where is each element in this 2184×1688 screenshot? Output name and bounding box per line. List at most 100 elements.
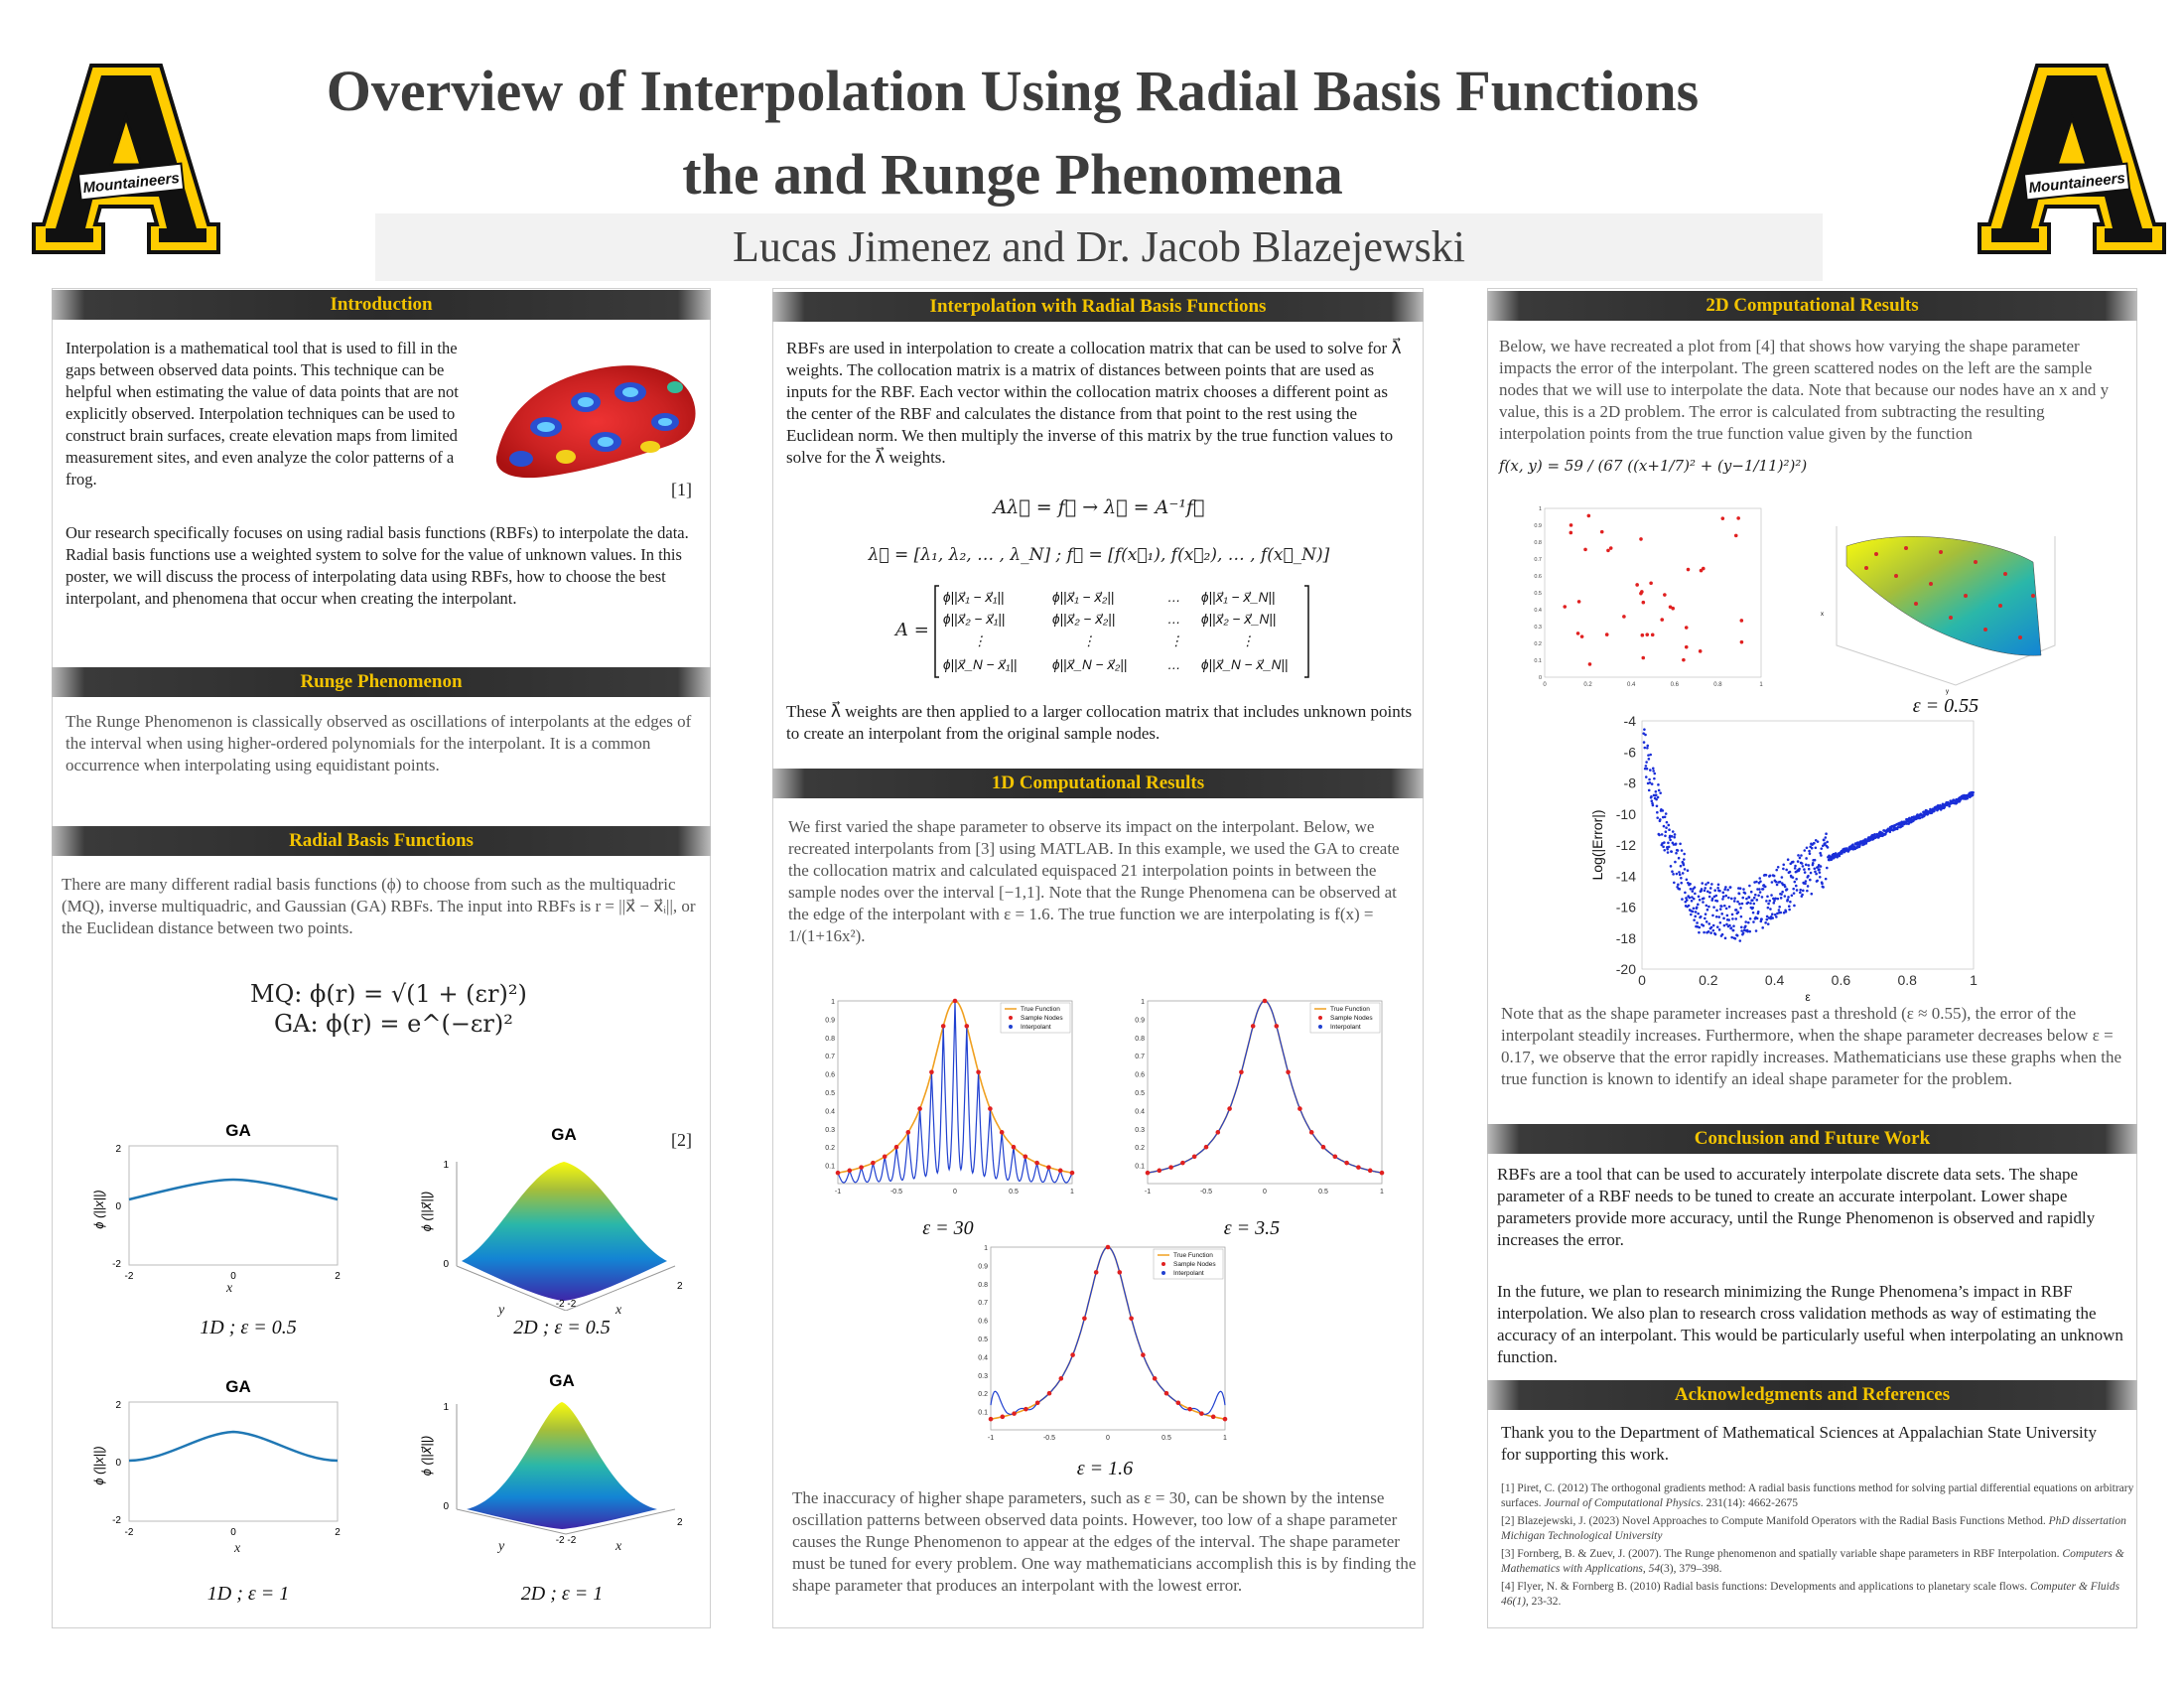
error-point — [1678, 871, 1681, 874]
error-point — [1783, 895, 1787, 898]
x-tick-label: 0 — [1106, 1435, 1110, 1442]
error-point — [1765, 917, 1769, 921]
rbf-paragraph: There are many different radial basis fu… — [62, 875, 696, 937]
error-point — [1824, 842, 1827, 845]
y-tick-label: -14 — [1616, 868, 1636, 884]
error-point — [1761, 926, 1764, 929]
ga-2d-xlabel-b: x — [615, 1539, 622, 1554]
error-point — [1778, 880, 1782, 884]
interpolant-surface-plot: x y — [1821, 526, 2056, 695]
error-point — [1746, 920, 1750, 924]
caption-2d-eps-0-5: 2D ; ε = 0.5 — [513, 1317, 611, 1338]
error-point — [1717, 915, 1721, 918]
error-point — [1780, 893, 1783, 896]
svg-text:ϕ||x⃗₁ − x⃗₁||: ϕ||x⃗₁ − x⃗₁|| — [943, 590, 1004, 605]
sample-node — [1332, 1154, 1338, 1160]
error-point — [1692, 897, 1696, 901]
error-point — [1782, 867, 1785, 871]
sample-node — [1698, 649, 1703, 653]
error-point — [1751, 899, 1754, 902]
error-point — [1972, 790, 1975, 794]
sample-node — [1180, 1160, 1185, 1166]
error-point — [1721, 898, 1724, 901]
references-list: [1] Piret, C. (2012) The orthogonal grad… — [1501, 1481, 2136, 1613]
sample-node — [1650, 633, 1655, 637]
error-point — [1650, 795, 1653, 798]
sample-node — [1286, 1069, 1291, 1075]
legend-label: True Function — [1021, 1006, 1060, 1013]
error-point — [1795, 878, 1798, 881]
error-point — [1800, 862, 1804, 865]
poster-title: Overview of Interpolation Using Radial B… — [258, 50, 1767, 216]
y-tick-label: 0.2 — [978, 1391, 988, 1398]
error-point — [1824, 877, 1828, 881]
sample-node — [1586, 513, 1591, 518]
y-tick-label: 0.6 — [825, 1072, 835, 1079]
error-point — [1669, 865, 1673, 868]
error-point — [1675, 872, 1679, 876]
sample-node — [1187, 1406, 1192, 1412]
error-point — [1675, 851, 1678, 855]
comp2d-paragraph-1: Below, we have recreated a plot from [4]… — [1499, 337, 2110, 443]
error-point — [1776, 865, 1780, 869]
error-point — [1739, 907, 1742, 910]
sample-node — [1175, 1400, 1181, 1406]
error-point — [1706, 930, 1710, 933]
caption-2d-eps-1: 2D ; ε = 1 — [520, 1583, 604, 1605]
sample-node — [1046, 1165, 1051, 1170]
error-point — [1896, 825, 1900, 829]
error-point — [1752, 902, 1756, 906]
x-tick-label: 0 — [1638, 972, 1646, 988]
sample-node — [1191, 1154, 1197, 1160]
error-point — [1671, 830, 1675, 833]
error-point — [1699, 914, 1703, 918]
sample-node — [882, 1154, 887, 1160]
sample-node — [1227, 1106, 1232, 1111]
error-point — [1772, 902, 1776, 905]
y-tick-label: 0.4 — [978, 1354, 988, 1361]
legend-swatch — [1161, 1262, 1165, 1266]
svg-text:ϕ||x⃗₁ − x⃗₂||: ϕ||x⃗₁ − x⃗₂|| — [1052, 590, 1114, 605]
error-point — [1814, 870, 1817, 874]
error-point — [1680, 881, 1684, 885]
reference-item: [3] Fornberg, B. & Zuev, J. (2007). The … — [1501, 1548, 2124, 1575]
error-point — [1722, 904, 1726, 908]
error-point — [1674, 842, 1678, 846]
error-point — [1698, 898, 1702, 902]
y-tick-label: -6 — [1624, 744, 1637, 760]
sample-node — [1606, 548, 1610, 553]
x-tick-label: 0 — [953, 1189, 957, 1196]
legend-label: True Function — [1330, 1006, 1370, 1013]
caption-eps-30: ε = 30 — [922, 1217, 974, 1239]
x-tick-label: -0.5 — [890, 1189, 902, 1196]
error-point — [1793, 880, 1797, 884]
error-point — [1789, 900, 1792, 904]
sample-node — [976, 1069, 981, 1075]
svg-text:0: 0 — [443, 1501, 449, 1512]
error-point — [1705, 920, 1708, 923]
error-point — [1825, 832, 1828, 836]
sample-node — [1576, 600, 1581, 604]
error-point — [1918, 816, 1922, 820]
error-point — [1672, 873, 1675, 876]
error-point — [1751, 906, 1755, 910]
error-point — [1702, 923, 1706, 927]
error-point — [1813, 858, 1817, 862]
error-point — [1658, 833, 1661, 837]
error-point — [1694, 911, 1698, 914]
error-point — [1655, 804, 1659, 808]
error-point — [1654, 793, 1658, 796]
error-point — [1806, 889, 1809, 893]
error-point — [1710, 897, 1714, 901]
error-point — [1742, 888, 1745, 891]
error-point — [1933, 809, 1936, 812]
error-point — [1738, 887, 1742, 891]
y-tick-label: 0.8 — [1135, 1036, 1145, 1043]
y-axis-label: Log(|Error|) — [1589, 809, 1605, 880]
error-point — [1744, 924, 1747, 928]
frog-surface-image — [495, 365, 696, 479]
error-point — [1698, 930, 1701, 934]
reference-item: [1] Piret, C. (2012) The orthogonal grad… — [1501, 1482, 2134, 1509]
runge-plot-eps-3-5: 0.1 0.2 0.3 0.4 0.5 0.6 0.7 0.8 0.9 1 -1 -0.5 0 0.5 1 T… — [1135, 998, 1385, 1196]
sample-node — [1587, 662, 1592, 666]
